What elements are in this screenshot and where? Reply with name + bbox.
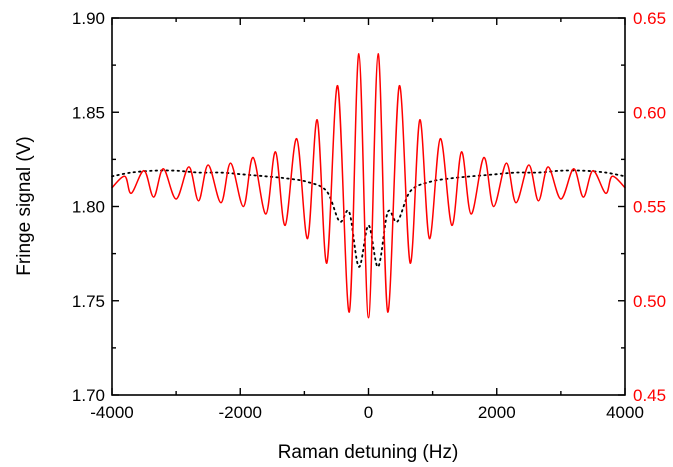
y-tick-label-left: 1.85 — [72, 103, 105, 122]
x-axis-title: Raman detuning (Hz) — [278, 442, 459, 463]
x-tick-label: -4000 — [90, 403, 133, 422]
plot-frame — [111, 17, 626, 396]
tick-labels: -4000 -2000 0 2000 4000 1.70 1.75 1.80 1.85 1.90 0… — [72, 9, 666, 422]
x-tick-label: 2000 — [478, 403, 516, 422]
y-tick-label-right: 0.55 — [633, 198, 666, 217]
y-axis-title-left: Fringe signal (V) — [14, 136, 35, 275]
series-dotted-line — [111, 169, 626, 268]
y-tick-label-left: 1.70 — [72, 386, 105, 405]
plot-lines — [111, 53, 626, 319]
y-tick-label-right: 0.45 — [633, 386, 666, 405]
y-tick-label-right: 0.60 — [633, 103, 666, 122]
x-tick-label: 4000 — [606, 403, 644, 422]
y-tick-label-left: 1.90 — [72, 9, 105, 28]
series-solid-line — [111, 53, 626, 319]
axis-ticks — [111, 17, 626, 396]
y-tick-label-left: 1.80 — [72, 198, 105, 217]
y-tick-label-right: 0.65 — [633, 9, 666, 28]
x-tick-label: -2000 — [219, 403, 262, 422]
x-tick-label: 0 — [364, 403, 373, 422]
y-tick-label-left: 1.75 — [72, 292, 105, 311]
y-tick-label-right: 0.50 — [633, 292, 666, 311]
